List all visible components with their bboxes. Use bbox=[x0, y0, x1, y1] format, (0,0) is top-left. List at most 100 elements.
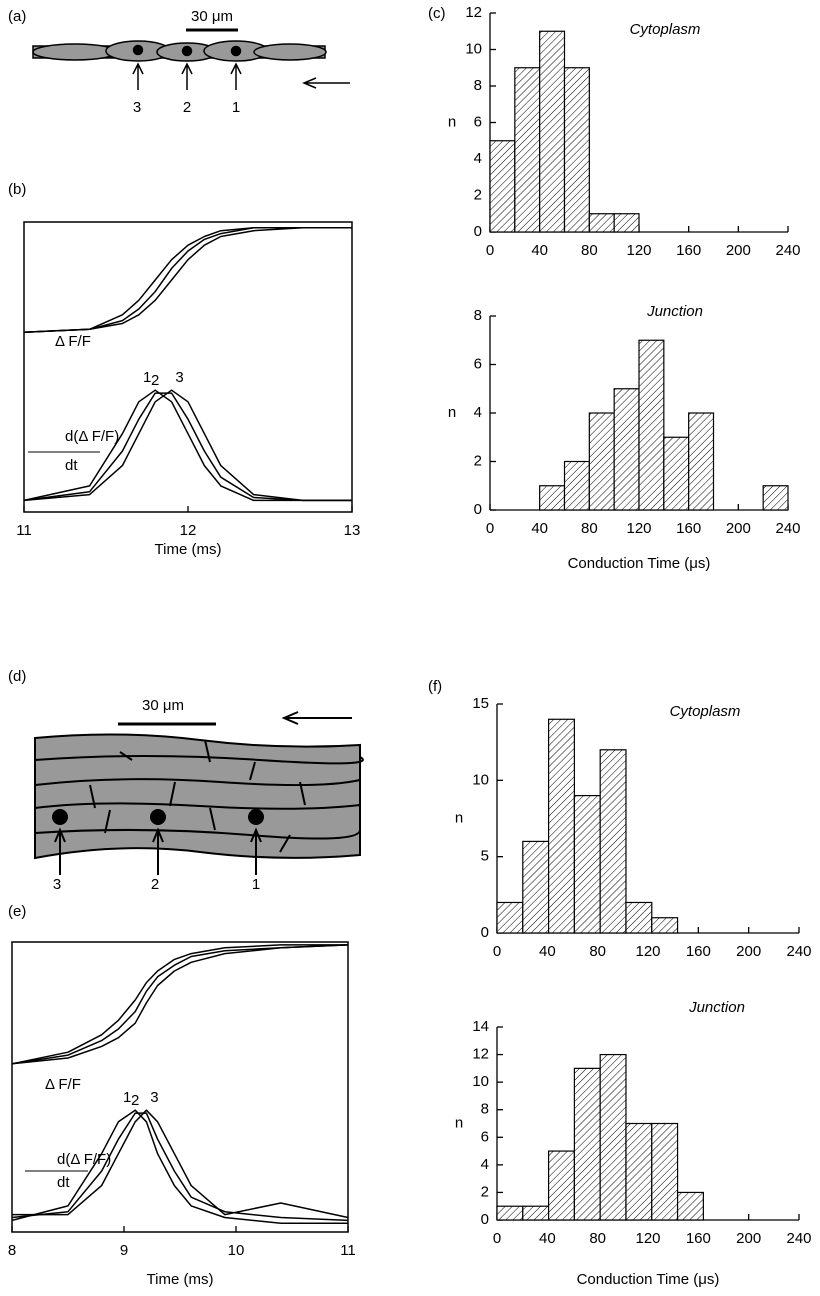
bar bbox=[588, 412, 615, 511]
y-tick-label: 8 bbox=[481, 1101, 489, 1118]
trace bbox=[23, 392, 352, 502]
bar bbox=[613, 213, 640, 233]
bar bbox=[573, 1067, 601, 1221]
panel-label: (c) bbox=[428, 5, 446, 22]
bar bbox=[762, 485, 789, 511]
x-tick-label: 13 bbox=[344, 522, 361, 539]
x-tick-label: 0 bbox=[493, 1230, 501, 1247]
trace bbox=[11, 944, 349, 1065]
panel-title: Junction bbox=[646, 303, 703, 320]
bar bbox=[599, 1053, 627, 1221]
bar bbox=[563, 460, 590, 511]
marker-label: 1 bbox=[232, 99, 240, 116]
x-tick-label: 160 bbox=[676, 242, 701, 259]
x-tick-label: 160 bbox=[676, 520, 701, 537]
x-tick-label: 12 bbox=[180, 522, 197, 539]
x-tick-label: 240 bbox=[775, 242, 800, 259]
y-tick-label: 6 bbox=[474, 355, 482, 372]
y-tick-label: 6 bbox=[481, 1128, 489, 1145]
bar bbox=[676, 1191, 704, 1221]
tissue-diagram bbox=[34, 711, 364, 875]
x-tick-label: 40 bbox=[539, 943, 556, 960]
y-tick-label: 5 bbox=[481, 848, 489, 865]
x-tick-label: 240 bbox=[775, 520, 800, 537]
bar bbox=[539, 485, 566, 511]
bar bbox=[547, 718, 575, 934]
x-tick-label: 240 bbox=[786, 943, 811, 960]
bar bbox=[651, 1122, 679, 1221]
bar bbox=[625, 1122, 653, 1221]
bar bbox=[573, 794, 601, 934]
marker-label: 2 bbox=[183, 99, 191, 116]
y-tick-label: 4 bbox=[474, 404, 482, 421]
y-tick-label: 15 bbox=[472, 695, 489, 712]
peak-label: 1 bbox=[143, 369, 151, 386]
x-tick-label: 11 bbox=[16, 522, 32, 539]
peak-label: 3 bbox=[150, 1089, 158, 1106]
x-tick-label: 200 bbox=[726, 520, 751, 537]
panel-title: Cytoplasm bbox=[670, 703, 741, 720]
x-tick-label: 40 bbox=[531, 520, 548, 537]
y-tick-label: 4 bbox=[474, 150, 482, 167]
y-axis-label: n bbox=[455, 1114, 463, 1131]
bar bbox=[539, 30, 566, 233]
marker-label: 2 bbox=[151, 876, 159, 893]
y-axis-label: n bbox=[455, 809, 463, 826]
x-tick-label: 160 bbox=[686, 1230, 711, 1247]
annotation: d(Δ F/F) bbox=[57, 1151, 111, 1168]
y-tick-label: 10 bbox=[465, 40, 482, 57]
y-axis-label: n bbox=[448, 113, 456, 130]
y-tick-label: 10 bbox=[472, 1073, 489, 1090]
annotation: Δ F/F bbox=[55, 333, 91, 350]
x-axis-label: Time (ms) bbox=[147, 1271, 214, 1288]
bar bbox=[625, 901, 653, 934]
bar bbox=[638, 339, 665, 511]
x-tick-label: 160 bbox=[686, 943, 711, 960]
y-tick-label: 8 bbox=[474, 307, 482, 324]
panel-label: (d) bbox=[8, 668, 26, 685]
trace bbox=[23, 227, 352, 333]
bar bbox=[547, 1150, 575, 1221]
panel-label: (a) bbox=[8, 8, 26, 25]
bar bbox=[563, 67, 590, 233]
x-tick-label: 0 bbox=[486, 520, 494, 537]
x-tick-label: 240 bbox=[786, 1230, 811, 1247]
bar bbox=[522, 1205, 550, 1221]
y-tick-label: 0 bbox=[474, 501, 482, 518]
x-tick-label: 10 bbox=[228, 1242, 245, 1259]
x-tick-label: 120 bbox=[626, 242, 651, 259]
x-tick-label: 200 bbox=[736, 943, 761, 960]
trace bbox=[11, 944, 349, 1065]
trace bbox=[11, 1109, 348, 1225]
marker-label: 3 bbox=[53, 876, 61, 893]
y-tick-label: 2 bbox=[474, 452, 482, 469]
panel-label: (e) bbox=[8, 903, 26, 920]
y-tick-label: 10 bbox=[472, 771, 489, 788]
panel-title: Cytoplasm bbox=[630, 21, 701, 38]
x-tick-label: 200 bbox=[726, 242, 751, 259]
fiber-diagram bbox=[32, 28, 350, 90]
x-tick-label: 120 bbox=[635, 943, 660, 960]
y-tick-label: 12 bbox=[472, 1046, 489, 1063]
panel-label: (b) bbox=[8, 181, 26, 198]
y-axis-label: n bbox=[448, 404, 456, 421]
y-tick-label: 0 bbox=[481, 1211, 489, 1228]
x-tick-label: 0 bbox=[493, 943, 501, 960]
y-tick-label: 8 bbox=[474, 77, 482, 94]
annotation: Δ F/F bbox=[45, 1076, 81, 1093]
bar bbox=[522, 840, 550, 934]
bar bbox=[496, 1205, 524, 1221]
bar bbox=[613, 388, 640, 511]
y-tick-label: 4 bbox=[481, 1156, 489, 1173]
x-tick-label: 200 bbox=[736, 1230, 761, 1247]
y-tick-label: 6 bbox=[474, 113, 482, 130]
peak-label: 2 bbox=[151, 372, 159, 389]
marker-label: 3 bbox=[133, 99, 141, 116]
x-tick-label: 120 bbox=[635, 1230, 660, 1247]
y-tick-label: 0 bbox=[481, 924, 489, 941]
trace bbox=[23, 227, 352, 333]
plot-frame bbox=[11, 941, 349, 1233]
x-axis-label: Time (ms) bbox=[155, 541, 222, 558]
panel-title: Junction bbox=[688, 999, 745, 1016]
